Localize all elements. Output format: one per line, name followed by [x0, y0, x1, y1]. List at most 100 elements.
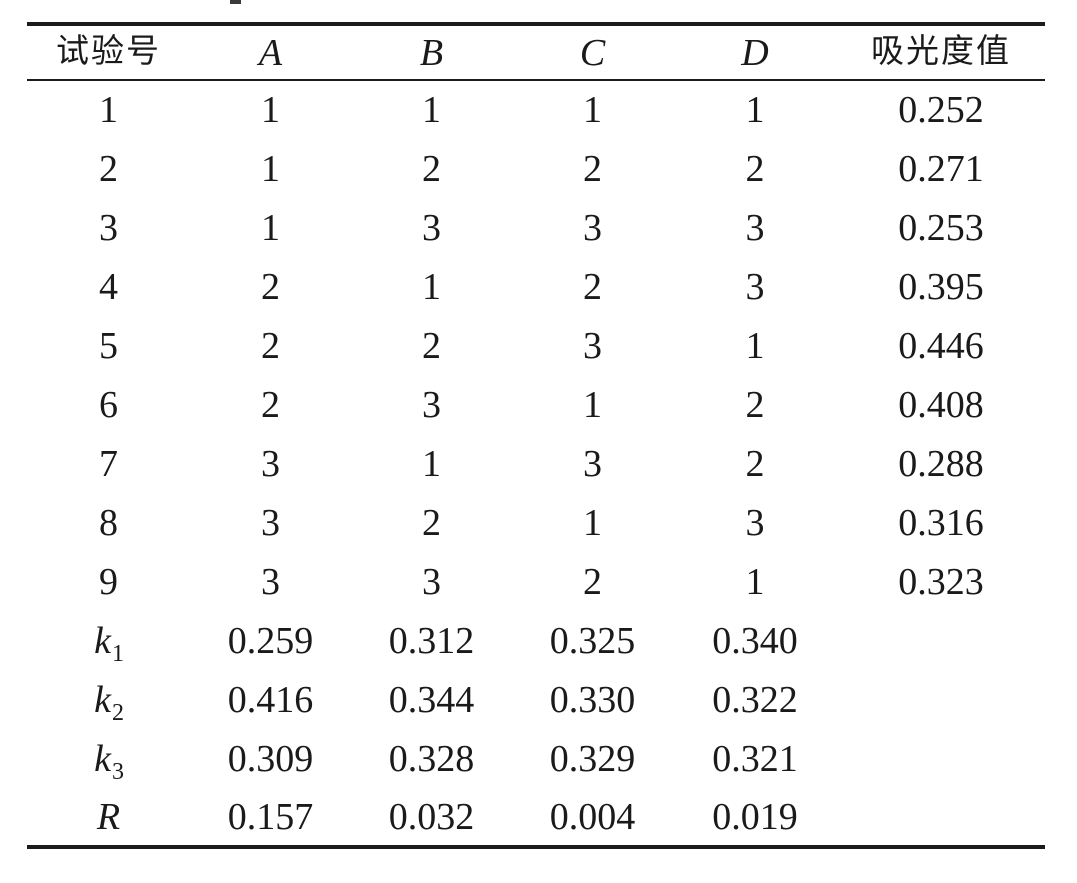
run-number: 8 — [99, 501, 118, 544]
run-number: 1 — [99, 89, 118, 131]
absorbance-value: 0.288 — [898, 442, 984, 485]
table-row: 2 1 2 2 2 0.271 — [27, 139, 1045, 198]
cell: 1 — [583, 383, 602, 426]
stat-row-k1: k1 0.259 0.312 0.325 0.340 — [27, 611, 1045, 670]
table-row: 5 2 2 3 1 0.446 — [27, 316, 1045, 375]
absorbance-value: 0.253 — [898, 206, 984, 249]
cell: 3 — [261, 442, 280, 485]
cell: 1 — [745, 560, 765, 603]
stat-label-k1: k1 — [94, 619, 124, 667]
cell: 0.004 — [549, 795, 636, 838]
run-number: 9 — [99, 560, 118, 603]
cell: 0.416 — [227, 678, 314, 721]
cell: 2 — [745, 147, 765, 190]
table-row: 1 1 1 1 1 0.252 — [27, 80, 1045, 139]
table-row: 8 3 2 1 3 0.316 — [27, 493, 1045, 552]
cell: 1 — [422, 89, 441, 131]
cell: 0.157 — [227, 795, 314, 838]
cell: 2 — [261, 265, 280, 308]
cell: 3 — [422, 206, 441, 249]
cell: 0.330 — [549, 678, 636, 721]
cell: 2 — [261, 324, 280, 367]
cell: 1 — [422, 265, 441, 308]
cell-empty — [837, 729, 1045, 788]
table-row: 6 2 3 1 2 0.408 — [27, 375, 1045, 434]
run-number: 7 — [99, 442, 118, 485]
table-row: 3 1 3 3 3 0.253 — [27, 198, 1045, 257]
stat-label-range: R — [96, 795, 121, 838]
table-row: 9 3 3 2 1 0.323 — [27, 552, 1045, 611]
run-number: 2 — [99, 147, 118, 190]
cell: 0.344 — [388, 678, 475, 721]
stat-row-range: R 0.157 0.032 0.004 0.019 — [27, 788, 1045, 847]
header-row: 试验号 A B C D 吸光度值 — [27, 24, 1045, 81]
cell: 3 — [745, 265, 765, 308]
absorbance-value: 0.252 — [898, 89, 984, 131]
absorbance-value: 0.271 — [898, 147, 984, 190]
cell: 0.325 — [549, 619, 636, 662]
absorbance-value: 0.408 — [898, 383, 984, 426]
cell: 0.329 — [549, 737, 636, 780]
cell: 3 — [583, 442, 602, 485]
cell: 0.321 — [712, 737, 798, 780]
cell: 1 — [583, 89, 602, 131]
stat-label-k3: k3 — [94, 737, 124, 785]
cell: 0.032 — [388, 795, 475, 838]
cell: 0.019 — [712, 795, 798, 838]
cell: 1 — [261, 206, 280, 249]
cell: 0.259 — [227, 619, 314, 662]
col-header-run-number: 试验号 — [27, 24, 190, 81]
cell: 0.340 — [712, 619, 798, 662]
cell: 0.322 — [712, 678, 798, 721]
stat-row-k2: k2 0.416 0.344 0.330 0.322 — [27, 670, 1045, 729]
col-header-factor-c: C — [512, 24, 673, 81]
orthogonal-experiment-table: 试验号 A B C D 吸光度值 1 1 1 1 1 0.252 2 1 2 2 — [27, 22, 1045, 849]
cell: 0.328 — [388, 737, 475, 780]
cell: 1 — [422, 442, 441, 485]
col-header-factor-a: A — [190, 24, 351, 81]
col-header-factor-b: B — [351, 24, 512, 81]
run-number: 4 — [99, 265, 118, 308]
absorbance-value: 0.323 — [898, 560, 984, 603]
cell: 1 — [745, 89, 765, 131]
cell: 1 — [261, 89, 280, 131]
cropped-caption-mark — [230, 0, 241, 4]
cell-empty — [837, 611, 1045, 670]
cell: 0.309 — [227, 737, 314, 780]
cell: 2 — [261, 383, 280, 426]
cell-empty — [837, 788, 1045, 847]
cell: 3 — [261, 560, 280, 603]
cell: 2 — [422, 324, 441, 367]
cell-empty — [837, 670, 1045, 729]
absorbance-value: 0.316 — [898, 501, 984, 544]
cell: 3 — [261, 501, 280, 544]
run-number: 6 — [99, 383, 118, 426]
cell: 2 — [583, 560, 602, 603]
absorbance-value: 0.395 — [898, 265, 984, 308]
col-header-factor-d: D — [673, 24, 837, 81]
table-row: 7 3 1 3 2 0.288 — [27, 434, 1045, 493]
cell: 3 — [583, 206, 602, 249]
absorbance-value: 0.446 — [898, 324, 984, 367]
run-number: 3 — [99, 206, 118, 249]
cell: 1 — [583, 501, 602, 544]
table-row: 4 2 1 2 3 0.395 — [27, 257, 1045, 316]
cell: 3 — [422, 560, 441, 603]
cell: 2 — [422, 147, 441, 190]
run-number: 5 — [99, 324, 118, 367]
cell: 1 — [261, 147, 280, 190]
cell: 3 — [583, 324, 602, 367]
cell: 2 — [745, 383, 765, 426]
cell: 1 — [745, 324, 765, 367]
cell: 0.312 — [388, 619, 475, 662]
cell: 3 — [745, 206, 765, 249]
col-header-absorbance: 吸光度值 — [837, 24, 1045, 81]
cell: 2 — [422, 501, 441, 544]
cell: 2 — [583, 265, 602, 308]
cell: 2 — [583, 147, 602, 190]
cell: 2 — [745, 442, 765, 485]
stat-label-k2: k2 — [94, 678, 124, 726]
stat-row-k3: k3 0.309 0.328 0.329 0.321 — [27, 729, 1045, 788]
cell: 3 — [745, 501, 765, 544]
